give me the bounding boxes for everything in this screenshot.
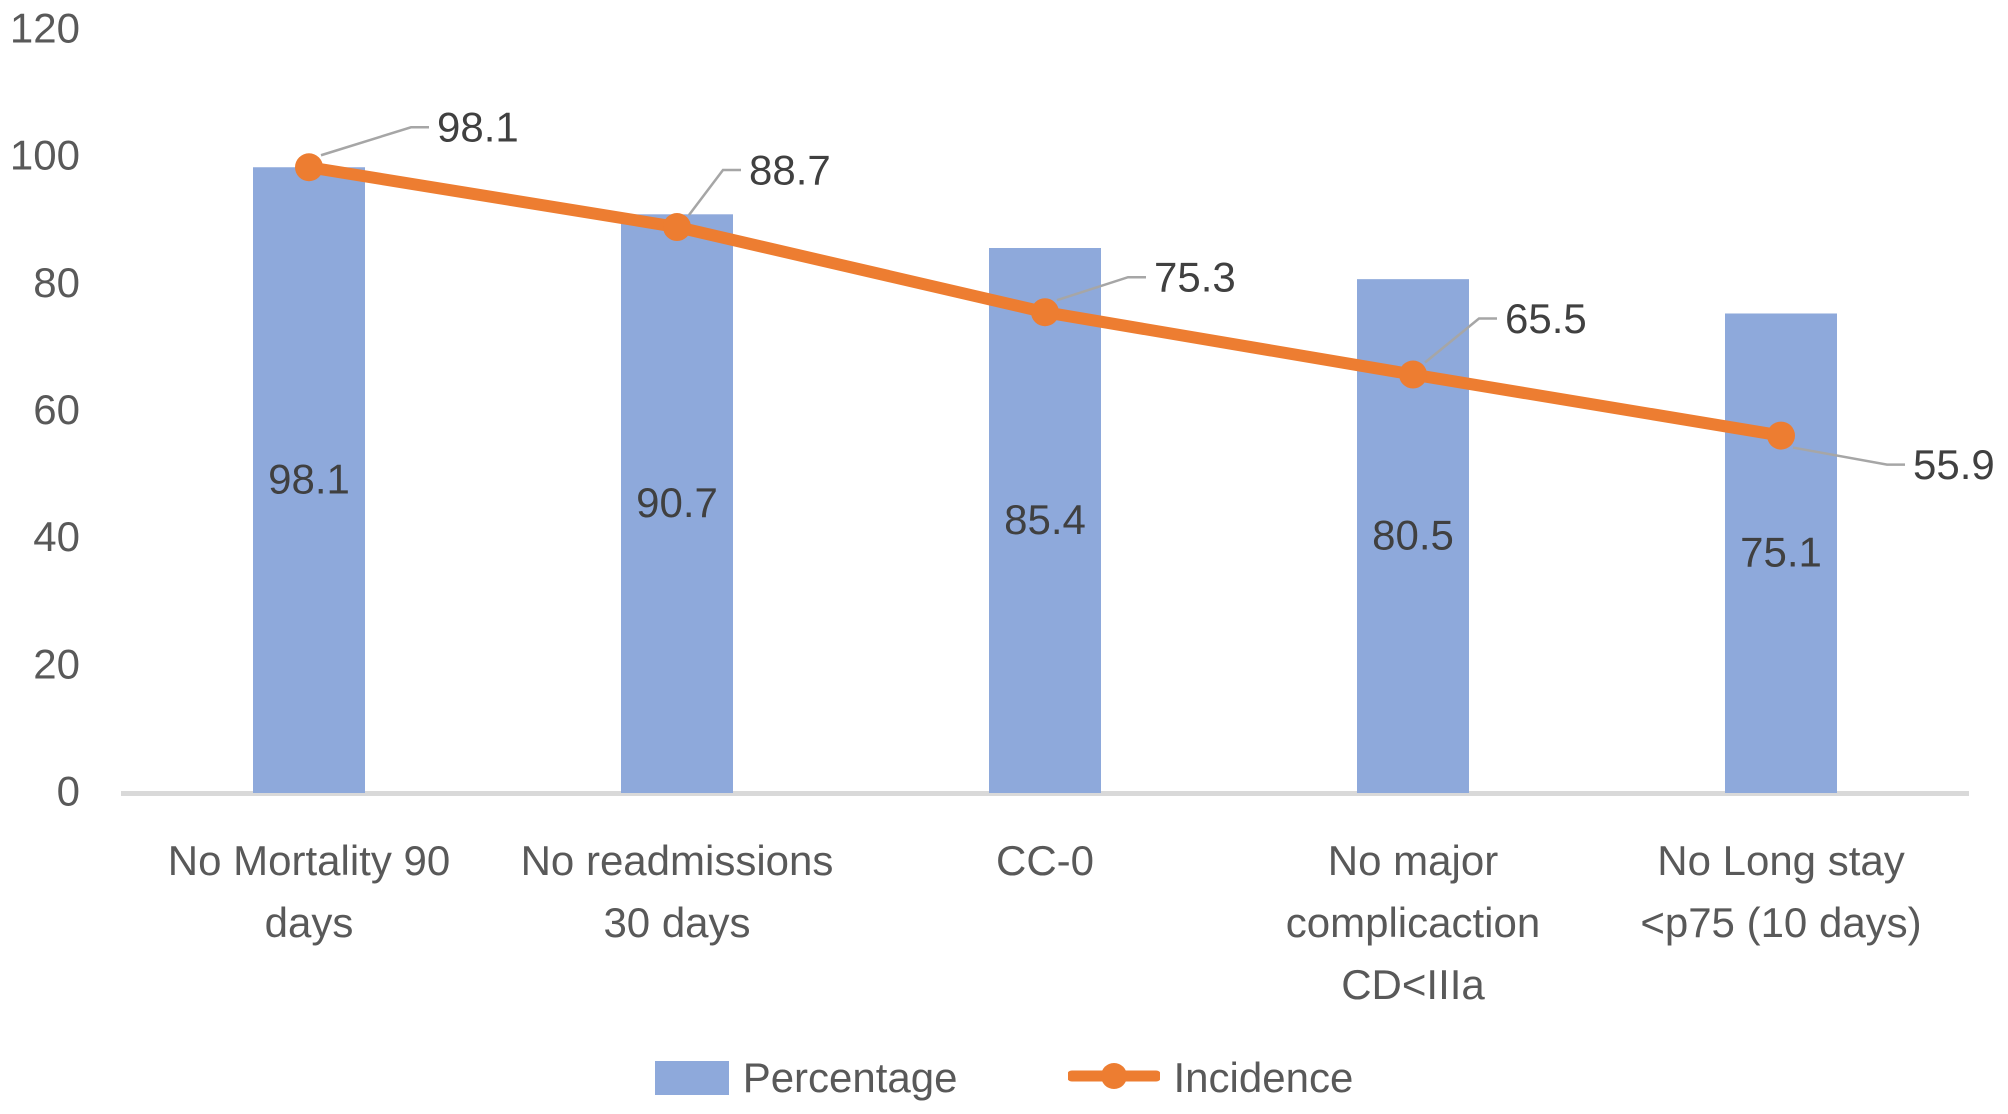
x-axis-category-label-line: complicaction: [1285, 899, 1541, 946]
data-label-leader-line: [1056, 275, 1146, 302]
percentage-bar: [621, 214, 733, 793]
x-axis-category-label-line: days: [264, 899, 354, 946]
legend-label-percentage: Percentage: [742, 1054, 958, 1101]
x-axis-category-label: No readmissions 30 days: [493, 830, 861, 954]
x-axis-category-label: CC-0: [861, 830, 1229, 892]
x-axis-category-label: No major complicaction CD<IIIa: [1229, 830, 1597, 1016]
x-axis-category-label: No Mortality 90 days: [125, 830, 493, 954]
percentage-bar: [1725, 313, 1837, 793]
incidence-point-marker: [1399, 360, 1427, 389]
data-label-leader-line: [1424, 317, 1497, 364]
bar-value-label: 90.7: [636, 479, 718, 526]
bar-value-label: 98.1: [268, 456, 350, 503]
x-axis-line: [121, 791, 1969, 796]
y-axis-tick-label: 100: [10, 132, 80, 179]
x-axis-category-label-line: 30 days: [603, 899, 751, 946]
y-axis-tick-label: 120: [10, 5, 80, 52]
incidence-value-label: 55.9: [1913, 441, 1995, 488]
y-axis-tick-label: 40: [33, 513, 80, 560]
incidence-point-marker: [1031, 298, 1059, 327]
legend-marker-incidence-icon: [1066, 1058, 1162, 1099]
y-axis-tick-label: 60: [33, 386, 80, 433]
x-axis-category-label-line: No Mortality 90: [167, 837, 451, 884]
legend-swatch-percentage-icon: [654, 1061, 729, 1095]
bar-value-label: 80.5: [1372, 512, 1454, 559]
data-label-leader-line: [688, 168, 741, 216]
y-axis-tick-label: 20: [33, 640, 80, 687]
data-label-leader-line: [320, 125, 429, 157]
incidence-value-label: 98.1: [437, 104, 519, 151]
incidence-value-label: 75.3: [1154, 254, 1236, 301]
bar-value-label: 75.1: [1740, 529, 1822, 576]
x-axis-category-label-line: CC-0: [995, 837, 1094, 884]
incidence-point-marker: [295, 153, 323, 182]
x-axis-category-label: No Long stay <p75 (10 days): [1597, 830, 1965, 954]
legend-label-incidence: Incidence: [1173, 1054, 1354, 1101]
percentage-bar: [253, 167, 365, 793]
bar-value-label: 85.4: [1004, 496, 1086, 543]
x-axis-category-label-line: <p75 (10 days): [1640, 899, 1922, 946]
incidence-point-marker: [663, 213, 691, 242]
y-axis-tick-label: 0: [57, 768, 80, 815]
incidence-value-label: 88.7: [749, 147, 831, 194]
x-axis-category-label-line: No major: [1327, 837, 1499, 884]
y-axis-tick-label: 80: [33, 259, 80, 306]
chart-legend: Percentage Incidence: [0, 1046, 2008, 1110]
legend-item-incidence: Incidence: [1066, 1054, 1354, 1102]
incidence-value-label: 65.5: [1505, 295, 1587, 342]
x-axis-category-label-line: CD<IIIa: [1341, 961, 1485, 1008]
legend-item-percentage: Percentage: [654, 1054, 958, 1102]
incidence-point-marker: [1767, 421, 1795, 450]
data-label-leader-line: [1792, 446, 1905, 466]
x-axis-category-label-line: No readmissions: [520, 837, 834, 884]
percentage-bar: [989, 247, 1101, 793]
x-axis-category-label-line: No Long stay: [1657, 837, 1905, 884]
